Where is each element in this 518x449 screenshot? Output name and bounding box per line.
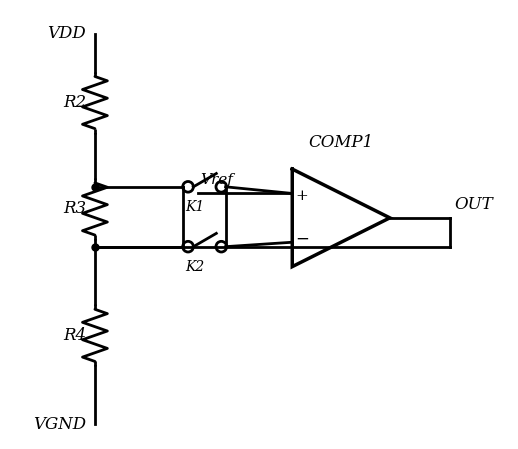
Text: −: −: [295, 231, 309, 248]
Text: COMP1: COMP1: [309, 134, 373, 151]
Text: Vref: Vref: [200, 173, 233, 187]
Text: OUT: OUT: [454, 196, 493, 213]
Text: +: +: [296, 189, 308, 203]
Text: K1: K1: [185, 200, 205, 214]
Text: VGND: VGND: [33, 416, 86, 432]
Text: R2: R2: [63, 94, 86, 111]
Text: R4: R4: [63, 327, 86, 344]
Text: R3: R3: [63, 201, 86, 217]
Text: K2: K2: [185, 260, 205, 274]
Text: VDD: VDD: [47, 25, 86, 42]
